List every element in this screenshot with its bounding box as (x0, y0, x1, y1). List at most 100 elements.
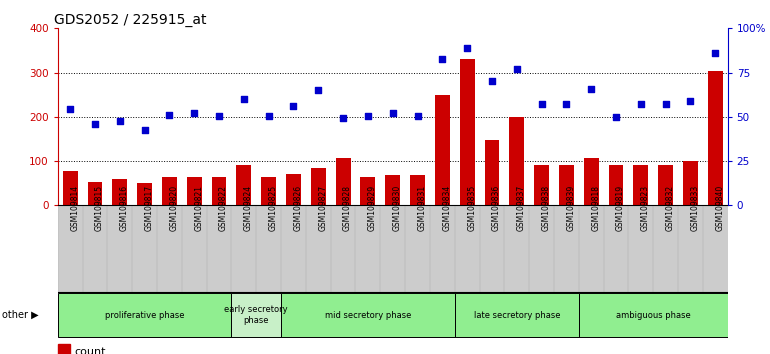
Point (287, 103, 300, 109)
Point (436, 57, 448, 62)
Bar (311, 168, 326, 205)
Text: GSM109830: GSM109830 (393, 185, 402, 231)
Bar (236, 166, 251, 205)
Text: proliferative phase: proliferative phase (105, 310, 184, 320)
Bar (653, 205, 678, 292)
Point (89, 121, 101, 127)
Text: GSM109832: GSM109832 (665, 185, 675, 231)
Bar (58, 344, 70, 354)
Text: ambiguous phase: ambiguous phase (616, 310, 691, 320)
Bar (206, 205, 232, 292)
Bar (380, 205, 405, 292)
Text: GSM109818: GSM109818 (591, 185, 600, 231)
Text: GSM109831: GSM109831 (417, 185, 427, 231)
Bar (703, 205, 728, 292)
Text: GSM109822: GSM109822 (219, 185, 228, 231)
Point (362, 113, 374, 119)
Bar (62, 171, 78, 205)
Text: GSM109824: GSM109824 (244, 185, 253, 231)
Text: GSM109820: GSM109820 (169, 185, 179, 231)
Bar (360, 177, 375, 205)
Text: GSM109829: GSM109829 (368, 185, 377, 231)
Bar (460, 59, 474, 205)
Point (411, 113, 424, 119)
Bar (584, 158, 598, 205)
Bar (509, 117, 524, 205)
Point (709, 50, 721, 56)
Bar (58, 205, 82, 292)
Text: GSM109819: GSM109819 (616, 185, 625, 231)
Text: GSM109814: GSM109814 (70, 185, 79, 231)
Bar (385, 175, 400, 205)
Text: GSM109826: GSM109826 (293, 185, 303, 231)
Bar (455, 205, 480, 292)
Bar (187, 177, 202, 205)
Bar (162, 177, 177, 205)
Bar (579, 293, 728, 337)
Bar (58, 293, 232, 337)
Bar (336, 158, 350, 205)
Bar (330, 205, 356, 292)
Text: GSM109838: GSM109838 (541, 185, 551, 231)
Bar (232, 293, 281, 337)
Point (213, 113, 225, 119)
Bar (559, 165, 574, 205)
Point (511, 66, 523, 72)
Bar (137, 183, 152, 205)
Text: GSM109825: GSM109825 (269, 185, 278, 231)
Text: GSM109834: GSM109834 (442, 185, 451, 231)
Bar (628, 205, 653, 292)
Point (163, 112, 176, 118)
Bar (529, 205, 554, 292)
Bar (232, 205, 256, 292)
Bar (132, 205, 157, 292)
Bar (212, 177, 226, 205)
Text: late secretory phase: late secretory phase (474, 310, 560, 320)
Point (585, 86, 598, 92)
Bar (504, 205, 529, 292)
Bar (157, 205, 182, 292)
Point (659, 101, 671, 107)
Bar (88, 182, 102, 205)
Bar (554, 205, 579, 292)
Text: GDS2052 / 225915_at: GDS2052 / 225915_at (55, 13, 207, 27)
Text: other ▶: other ▶ (2, 310, 38, 320)
Bar (356, 205, 380, 292)
Text: count: count (75, 347, 106, 354)
Bar (430, 205, 455, 292)
Bar (261, 177, 276, 205)
Text: early secretory
phase: early secretory phase (224, 306, 288, 325)
Bar (281, 205, 306, 292)
Bar (107, 205, 132, 292)
Point (535, 101, 547, 107)
Bar (435, 95, 450, 205)
Point (387, 110, 399, 116)
Bar (579, 205, 604, 292)
Text: GSM109821: GSM109821 (194, 185, 203, 231)
Point (312, 87, 324, 93)
Text: GSM109815: GSM109815 (95, 185, 104, 231)
Bar (658, 166, 673, 205)
Text: GSM109837: GSM109837 (517, 185, 526, 231)
Bar (608, 166, 624, 205)
Bar (182, 205, 206, 292)
Bar (683, 161, 698, 205)
Point (610, 114, 622, 120)
Bar (480, 205, 504, 292)
Text: GSM109816: GSM109816 (120, 185, 129, 231)
Bar (306, 205, 330, 292)
Text: GSM109823: GSM109823 (641, 185, 650, 231)
Point (139, 127, 151, 133)
Point (64, 106, 76, 112)
Point (263, 113, 275, 119)
Bar (281, 293, 455, 337)
Point (461, 45, 474, 51)
Bar (634, 166, 648, 205)
Bar (82, 205, 107, 292)
Bar (534, 165, 549, 205)
Bar (256, 205, 281, 292)
Text: GSM109839: GSM109839 (567, 185, 575, 231)
Text: mid secretory phase: mid secretory phase (325, 310, 411, 320)
Text: GSM109817: GSM109817 (145, 185, 153, 231)
Point (634, 101, 647, 107)
